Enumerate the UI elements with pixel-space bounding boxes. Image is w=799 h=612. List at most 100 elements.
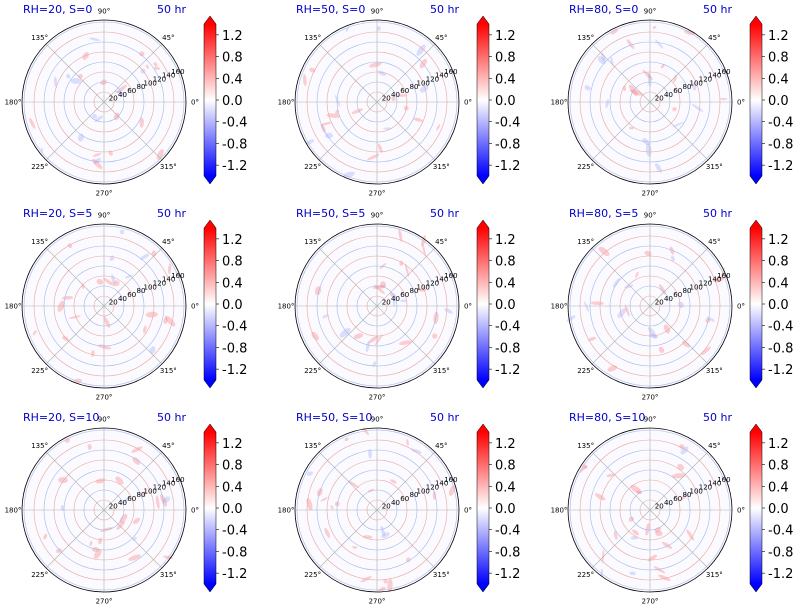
field-mark — [673, 74, 677, 83]
field-mark — [324, 527, 331, 538]
radial-tick-label: 120 — [699, 484, 712, 492]
field-mark — [132, 457, 141, 465]
colorbar-extend-max — [750, 220, 762, 228]
angular-gridline — [649, 43, 709, 103]
angle-tick-label: 225° — [304, 163, 321, 171]
colorbar-tick-label: 0.4 — [222, 276, 243, 291]
radial-tick-label: 120 — [699, 280, 712, 288]
angle-tick-label: 45° — [435, 238, 447, 246]
colorbar-extend-max — [750, 424, 762, 432]
radial-tick-label: 40 — [391, 499, 400, 507]
field-mark — [713, 276, 725, 283]
field-mark — [612, 277, 620, 288]
panel-title-right: 50 hr — [703, 207, 732, 220]
angle-tick-label: 0° — [737, 303, 745, 311]
field-mark — [368, 335, 379, 344]
field-mark — [605, 99, 609, 109]
radial-tick-label: 60 — [673, 87, 682, 95]
radial-tick-label: 80 — [136, 83, 145, 91]
radial-tick-label: 100 — [417, 283, 430, 291]
polar-frame — [567, 427, 733, 593]
field-mark — [686, 529, 695, 541]
colorbar-tick-label: -0.8 — [768, 341, 793, 356]
angular-gridline — [591, 43, 651, 103]
field-mark — [636, 490, 642, 495]
colorbar-tick-label: 0.4 — [495, 72, 516, 87]
colorbar-tick-label: 0.4 — [222, 480, 243, 495]
angular-gridline — [591, 509, 651, 569]
angular-gridline — [591, 305, 651, 365]
angular-gridline — [318, 247, 378, 307]
colorbar-tick-label: -1.2 — [495, 159, 520, 174]
colorbar-tick-label: 0.0 — [768, 502, 789, 517]
angular-gridline — [103, 101, 163, 161]
colorbar-tick-label: 1.2 — [222, 233, 243, 248]
radial-tick-label: 160 — [171, 476, 184, 484]
field-mark — [320, 122, 332, 126]
colorbar — [750, 432, 762, 584]
angular-gridline — [591, 247, 651, 307]
panel-3: RH=80, S=0 50 hr 0° 45° 90° 135° 180° 225° 270° 3… — [551, 3, 794, 198]
field-mark — [672, 121, 684, 128]
field-mark — [302, 74, 307, 87]
angle-tick-label: 45° — [162, 238, 174, 246]
angle-tick-label: 270° — [642, 190, 659, 198]
radial-tick-label: 60 — [127, 291, 136, 299]
colorbar-tick-label: 1.2 — [495, 437, 516, 452]
colorbar-outline — [749, 15, 763, 185]
colorbar-extend-max — [204, 220, 216, 228]
field-mark — [679, 444, 685, 449]
panel-title-right: 50 hr — [430, 3, 459, 16]
field-mark — [66, 73, 71, 79]
colorbar-extend-min — [477, 380, 489, 388]
field-mark — [95, 478, 106, 484]
field-mark — [132, 517, 141, 524]
field-mark — [153, 66, 160, 70]
field-mark — [113, 280, 120, 287]
colorbar-tick-label: 0.4 — [768, 480, 789, 495]
field-mark — [672, 107, 677, 112]
radial-tick-label: 120 — [153, 76, 166, 84]
field-mark — [87, 443, 92, 450]
angular-gridline — [376, 101, 436, 161]
radial-tick-label: 140 — [435, 72, 448, 80]
field-mark — [597, 56, 606, 65]
panel-4: RH=20, S=5 50 hr 0° 45° 90° 135° 180° 225° 270° 3… — [5, 207, 248, 402]
radial-tick-label: 120 — [699, 76, 712, 84]
panel-title-right: 50 hr — [430, 411, 459, 424]
field-mark — [311, 331, 319, 341]
angle-tick-label: 225° — [304, 367, 321, 375]
field-mark — [367, 153, 380, 161]
field-mark — [648, 333, 658, 339]
angle-tick-label: 315° — [160, 163, 177, 171]
colorbar-tick-label: -1.2 — [222, 567, 247, 582]
angle-tick-label: 135° — [304, 238, 321, 246]
field-mark — [92, 113, 98, 119]
panel-title-right: 50 hr — [703, 3, 732, 16]
field-mark — [416, 44, 426, 56]
angle-tick-label: 270° — [369, 394, 386, 402]
field-mark — [655, 39, 664, 49]
radial-tick-label: 60 — [127, 495, 136, 503]
field-mark — [145, 64, 149, 69]
angular-gridline — [591, 451, 651, 511]
angle-tick-label: 270° — [96, 190, 113, 198]
field-mark — [139, 253, 150, 260]
radial-tick-label: 160 — [171, 68, 184, 76]
angle-tick-label: 225° — [31, 571, 48, 579]
colorbar-tick-label: -0.4 — [495, 116, 520, 131]
angular-gridline — [376, 451, 436, 511]
field-mark — [93, 549, 102, 559]
angle-tick-label: 135° — [31, 442, 48, 450]
panel-title-left: RH=80, S=10 — [569, 411, 645, 424]
field-mark — [164, 315, 176, 327]
panel-1: RH=20, S=0 50 hr 0° 45° 90° 135° 180° 225° 270° 3… — [5, 3, 248, 198]
radial-tick-label: 20 — [109, 95, 118, 103]
radial-tick-label: 20 — [382, 95, 391, 103]
radial-tick-label: 60 — [127, 87, 136, 95]
field-mark — [306, 471, 313, 476]
radial-tick-label: 20 — [109, 503, 118, 511]
colorbar-extend-min — [204, 584, 216, 592]
field-mark — [630, 484, 642, 494]
angular-gridline — [45, 43, 105, 103]
